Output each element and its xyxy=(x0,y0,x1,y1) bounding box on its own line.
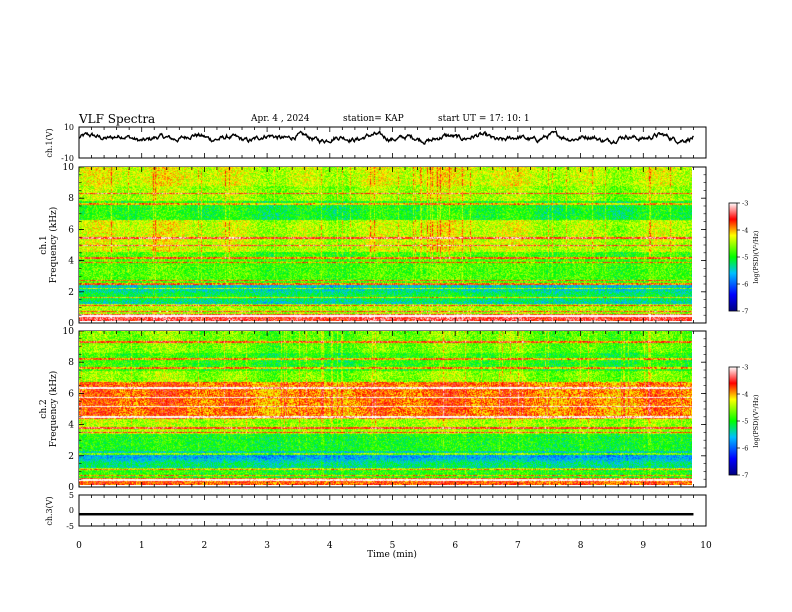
colorbar-tick-label: -7 xyxy=(742,472,748,480)
ch1-spectrogram-ticks xyxy=(78,167,707,323)
ch1-ytick-bottom: -10 xyxy=(61,154,74,163)
ch1-spectrogram-channel: ch.1 xyxy=(39,235,49,254)
ch2-colorbar-ticks: -3 -4 -5 -6 -7 xyxy=(737,364,748,480)
y-tick-label: 8 xyxy=(68,194,74,204)
ch2-spectrogram-image xyxy=(79,331,692,485)
y-tick-label: 4 xyxy=(68,257,74,267)
ch1-colorbar-label: log(PSD)(V²/Hz) xyxy=(752,230,760,283)
colorbar-tick-label: -5 xyxy=(742,254,748,262)
y-tick-label: 8 xyxy=(68,358,74,368)
y-tick-label: 4 xyxy=(68,421,74,431)
x-tick-label: 7 xyxy=(515,541,521,551)
ch3-waveform-ylabel: ch.3(V) xyxy=(45,496,54,525)
ch1-ytick-top: 10 xyxy=(64,123,74,132)
ch2-spectrogram-panel: 0 2 4 6 8 10 ch.2 Frequency (kHz) xyxy=(39,327,707,493)
ch3-ytick-bottom: -5 xyxy=(66,522,74,531)
ch1-spectrogram-image xyxy=(79,167,692,321)
ch2-spectrogram-ylabel: Frequency (kHz) xyxy=(48,371,59,448)
x-tick-label: 3 xyxy=(264,541,270,551)
ch2-colorbar-gradient xyxy=(728,366,738,476)
ch1-colorbar-gradient xyxy=(728,202,738,312)
ch3-waveform-line xyxy=(79,512,694,516)
colorbar-tick-label: -3 xyxy=(742,364,748,372)
x-tick-label: 6 xyxy=(452,541,458,551)
x-tick-label: 4 xyxy=(327,541,333,551)
y-tick-label: 2 xyxy=(68,452,74,462)
ch1-spectrogram-panel: 0 2 4 6 8 10 ch.1 Frequency (kHz) xyxy=(39,163,707,329)
ch1-waveform-ylabel: ch.1(V) xyxy=(45,128,54,157)
ch2-colorbar: -3 -4 -5 -6 -7 log(PSD)(V²/Hz) xyxy=(728,364,760,480)
ch2-yticks: 0 2 4 6 8 10 xyxy=(63,327,706,493)
x-tick-label: 1 xyxy=(139,541,145,551)
y-tick-label: 10 xyxy=(63,327,75,337)
x-tick-label: 5 xyxy=(390,541,396,551)
chart-title: VLF Spectra xyxy=(79,112,156,126)
colorbar-tick-label: -6 xyxy=(742,281,748,289)
colorbar-tick-label: -3 xyxy=(742,200,748,208)
start-time-label: start UT = 17: 10: 1 xyxy=(438,114,530,124)
ch1-colorbar: -3 -4 -5 -6 -7 log(PSD)(V²/Hz) xyxy=(728,200,760,316)
x-tick-label: 8 xyxy=(578,541,584,551)
station-label: station= KAP xyxy=(343,114,404,124)
x-tick-label: 0 xyxy=(76,541,82,551)
y-tick-label: 6 xyxy=(68,225,74,235)
colorbar-tick-label: -7 xyxy=(742,308,748,316)
ch3-ytick-middle: 0 xyxy=(69,506,74,515)
ch1-spectrogram-ylabel: Frequency (kHz) xyxy=(48,207,59,284)
y-tick-label: 0 xyxy=(68,483,74,493)
ch3-waveform-ticks xyxy=(78,495,707,526)
ch2-colorbar-label: log(PSD)(V²/Hz) xyxy=(752,394,760,447)
ch1-waveform-ticks xyxy=(78,127,707,158)
ch2-spectrogram-ticks xyxy=(78,331,707,487)
y-tick-label: 10 xyxy=(63,163,75,173)
x-axis-label: Time (min) xyxy=(367,549,417,560)
x-tick-label: 10 xyxy=(700,541,712,551)
ch2-spectrogram-channel: ch.2 xyxy=(39,399,49,418)
ch1-colorbar-ticks: -3 -4 -5 -6 -7 xyxy=(737,200,748,316)
colorbar-tick-label: -6 xyxy=(742,445,748,453)
y-tick-label: 6 xyxy=(68,389,74,399)
y-tick-label: 0 xyxy=(68,319,74,329)
y-tick-label: 2 xyxy=(68,288,74,298)
ch3-ytick-top: 5 xyxy=(69,491,74,500)
colorbar-tick-label: -4 xyxy=(742,227,748,235)
ch1-waveform-line xyxy=(78,130,695,145)
ch1-yticks: 0 2 4 6 8 10 xyxy=(63,163,706,329)
x-axis-ticklabels: 0 1 2 3 4 5 6 7 8 9 10 xyxy=(76,541,712,551)
x-tick-label: 2 xyxy=(202,541,208,551)
ch3-waveform-panel: 5 0 -5 ch.3(V) xyxy=(45,491,707,531)
x-tick-label: 9 xyxy=(640,541,646,551)
date-label: Apr. 4 , 2024 xyxy=(251,114,310,124)
colorbar-tick-label: -5 xyxy=(742,418,748,426)
colorbar-tick-label: -4 xyxy=(742,391,748,399)
ch1-waveform-panel: 10 -10 ch.1(V) xyxy=(45,123,707,163)
